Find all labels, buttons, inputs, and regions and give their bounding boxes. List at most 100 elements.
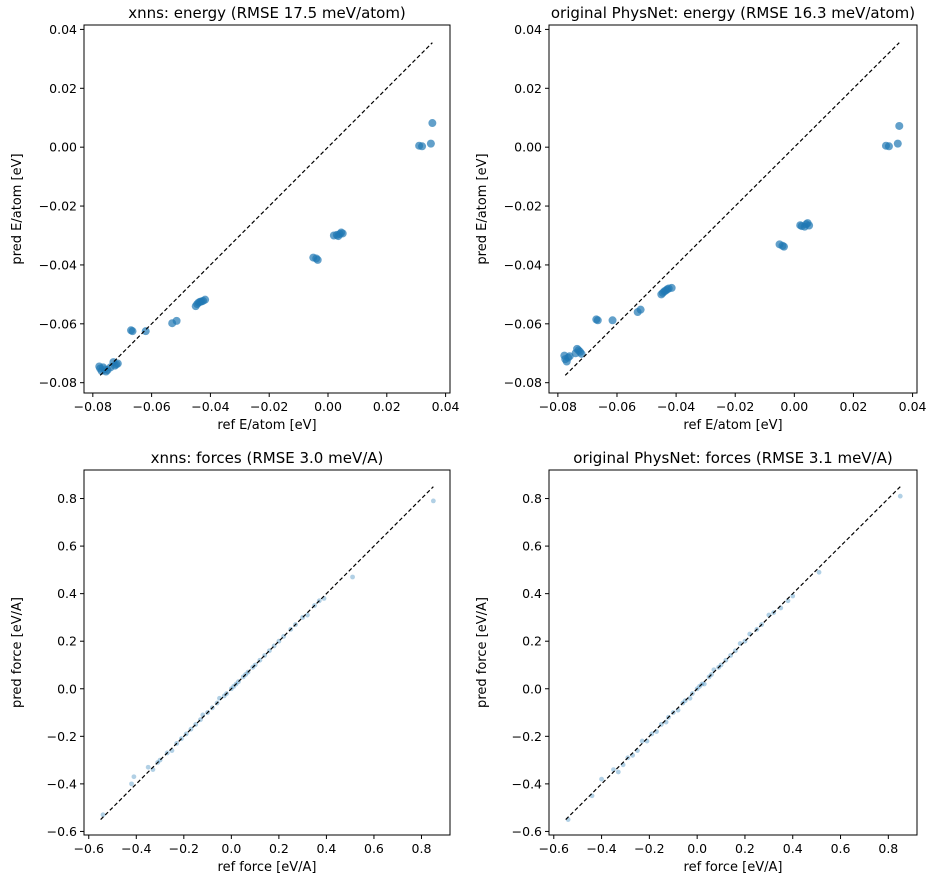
y-axis-label: pred force [eV/A]: [475, 597, 490, 708]
x-tick-label: −0.6: [74, 841, 104, 856]
x-tick-label: 0.0: [687, 841, 707, 856]
x-tick-label: −0.08: [539, 399, 577, 414]
y-tick-label: −0.04: [39, 257, 77, 272]
y-tick-label: −0.4: [512, 776, 542, 791]
data-point: [131, 774, 137, 780]
y-tick-label: 0.2: [522, 634, 542, 649]
panel-forces-xnns: xnns: forces (RMSE 3.0 meV/A) −0.6 −0.4 −0.…: [10, 449, 451, 875]
data-point: [615, 769, 621, 775]
y-tick-label: −0.6: [512, 824, 542, 839]
x-tick-label: 0.4: [783, 841, 803, 856]
panel-energy-physnet: original PhysNet: energy (RMSE 16.3 meV/…: [475, 4, 927, 433]
y-tick-label: −0.4: [47, 776, 77, 791]
x-tick-label: 0.00: [780, 399, 808, 414]
x-tick-label: −0.08: [74, 399, 112, 414]
data-point: [418, 142, 427, 151]
x-tick-label: −0.4: [586, 841, 616, 856]
y-tick-label: 0.8: [522, 491, 542, 506]
y-tick-label: 0.04: [49, 22, 77, 37]
data-point: [426, 139, 435, 148]
x-tick-label: 0.2: [735, 841, 755, 856]
data-point: [430, 498, 436, 504]
y-tick-label: −0.06: [504, 316, 542, 331]
y-tick-label: −0.06: [39, 316, 77, 331]
panel-forces-physnet: original PhysNet: forces (RMSE 3.1 meV/A…: [475, 449, 918, 875]
x-tick-label: −0.06: [598, 399, 636, 414]
y-tick-label: −0.08: [39, 375, 77, 390]
data-point: [687, 695, 693, 701]
x-tick-label: 0.2: [269, 841, 289, 856]
y-tick-label: 0.00: [49, 140, 77, 155]
data-point: [816, 569, 822, 575]
reference-line: [565, 486, 901, 820]
data-point: [701, 681, 707, 687]
reference-line: [100, 486, 434, 820]
data-point: [608, 316, 617, 325]
chart-title: xnns: energy (RMSE 17.5 meV/atom): [128, 4, 406, 22]
axes-frame: [548, 24, 918, 394]
y-tick-label: −0.02: [39, 199, 77, 214]
x-tick-label: −0.2: [169, 841, 199, 856]
x-tick-label: −0.4: [121, 841, 151, 856]
x-tick-label: 0.6: [831, 841, 851, 856]
y-tick-label: 0.8: [57, 491, 77, 506]
x-tick-label: −0.6: [539, 841, 569, 856]
x-axis-label: ref force [eV/A]: [684, 860, 783, 875]
y-tick-label: −0.04: [504, 257, 542, 272]
data-point: [145, 764, 151, 770]
data-point: [113, 359, 122, 368]
data-point: [897, 493, 903, 499]
x-tick-label: 0.8: [412, 841, 432, 856]
data-point: [884, 142, 893, 151]
data-points: [100, 498, 436, 818]
x-tick-label: 0.0: [221, 841, 241, 856]
data-point: [593, 316, 602, 325]
chart-title: xnns: forces (RMSE 3.0 meV/A): [151, 449, 384, 467]
x-tick-label: 0.8: [878, 841, 898, 856]
x-tick-label: −0.06: [132, 399, 170, 414]
x-tick-label: 0.02: [373, 399, 401, 414]
y-tick-label: −0.2: [47, 729, 77, 744]
data-point: [428, 119, 437, 128]
x-tick-label: 0.04: [899, 399, 927, 414]
chart-title: original PhysNet: energy (RMSE 16.3 meV/…: [551, 4, 915, 22]
y-axis-label: pred E/atom [eV]: [475, 153, 490, 264]
x-axis-label: ref E/atom [eV]: [683, 418, 782, 433]
y-tick-label: −0.2: [512, 729, 542, 744]
x-tick-label: 0.04: [432, 399, 460, 414]
axes-frame: [83, 24, 451, 394]
data-point: [128, 327, 137, 336]
x-tick-label: −0.04: [191, 399, 229, 414]
y-tick-label: 0.02: [49, 81, 77, 96]
data-points: [95, 119, 437, 376]
y-tick-label: 0.04: [514, 22, 542, 37]
y-tick-label: 0.6: [522, 539, 542, 554]
y-tick-label: −0.02: [504, 199, 542, 214]
data-point: [639, 738, 645, 744]
y-tick-label: −0.08: [504, 375, 542, 390]
x-tick-label: −0.2: [634, 841, 664, 856]
x-tick-label: −0.02: [716, 399, 754, 414]
y-tick-label: 0.0: [522, 681, 542, 696]
y-axis-label: pred force [eV/A]: [10, 597, 25, 708]
axes-frame: [83, 469, 451, 836]
data-point: [805, 221, 814, 230]
x-tick-label: 0.4: [316, 841, 336, 856]
y-tick-label: 0.6: [57, 539, 77, 554]
data-point: [895, 121, 904, 130]
data-point: [305, 612, 310, 618]
data-point: [338, 229, 347, 238]
x-tick-label: 0.00: [314, 399, 342, 414]
data-point: [172, 316, 181, 325]
x-axis-label: ref E/atom [eV]: [217, 418, 316, 433]
data-points: [565, 493, 903, 822]
data-points: [560, 121, 904, 366]
data-point: [611, 767, 616, 773]
data-point: [577, 349, 586, 358]
data-point: [141, 327, 150, 336]
chart-title: original PhysNet: forces (RMSE 3.1 meV/A…: [573, 449, 892, 467]
data-point: [779, 242, 788, 251]
data-point: [565, 352, 574, 361]
x-tick-label: −0.02: [250, 399, 288, 414]
